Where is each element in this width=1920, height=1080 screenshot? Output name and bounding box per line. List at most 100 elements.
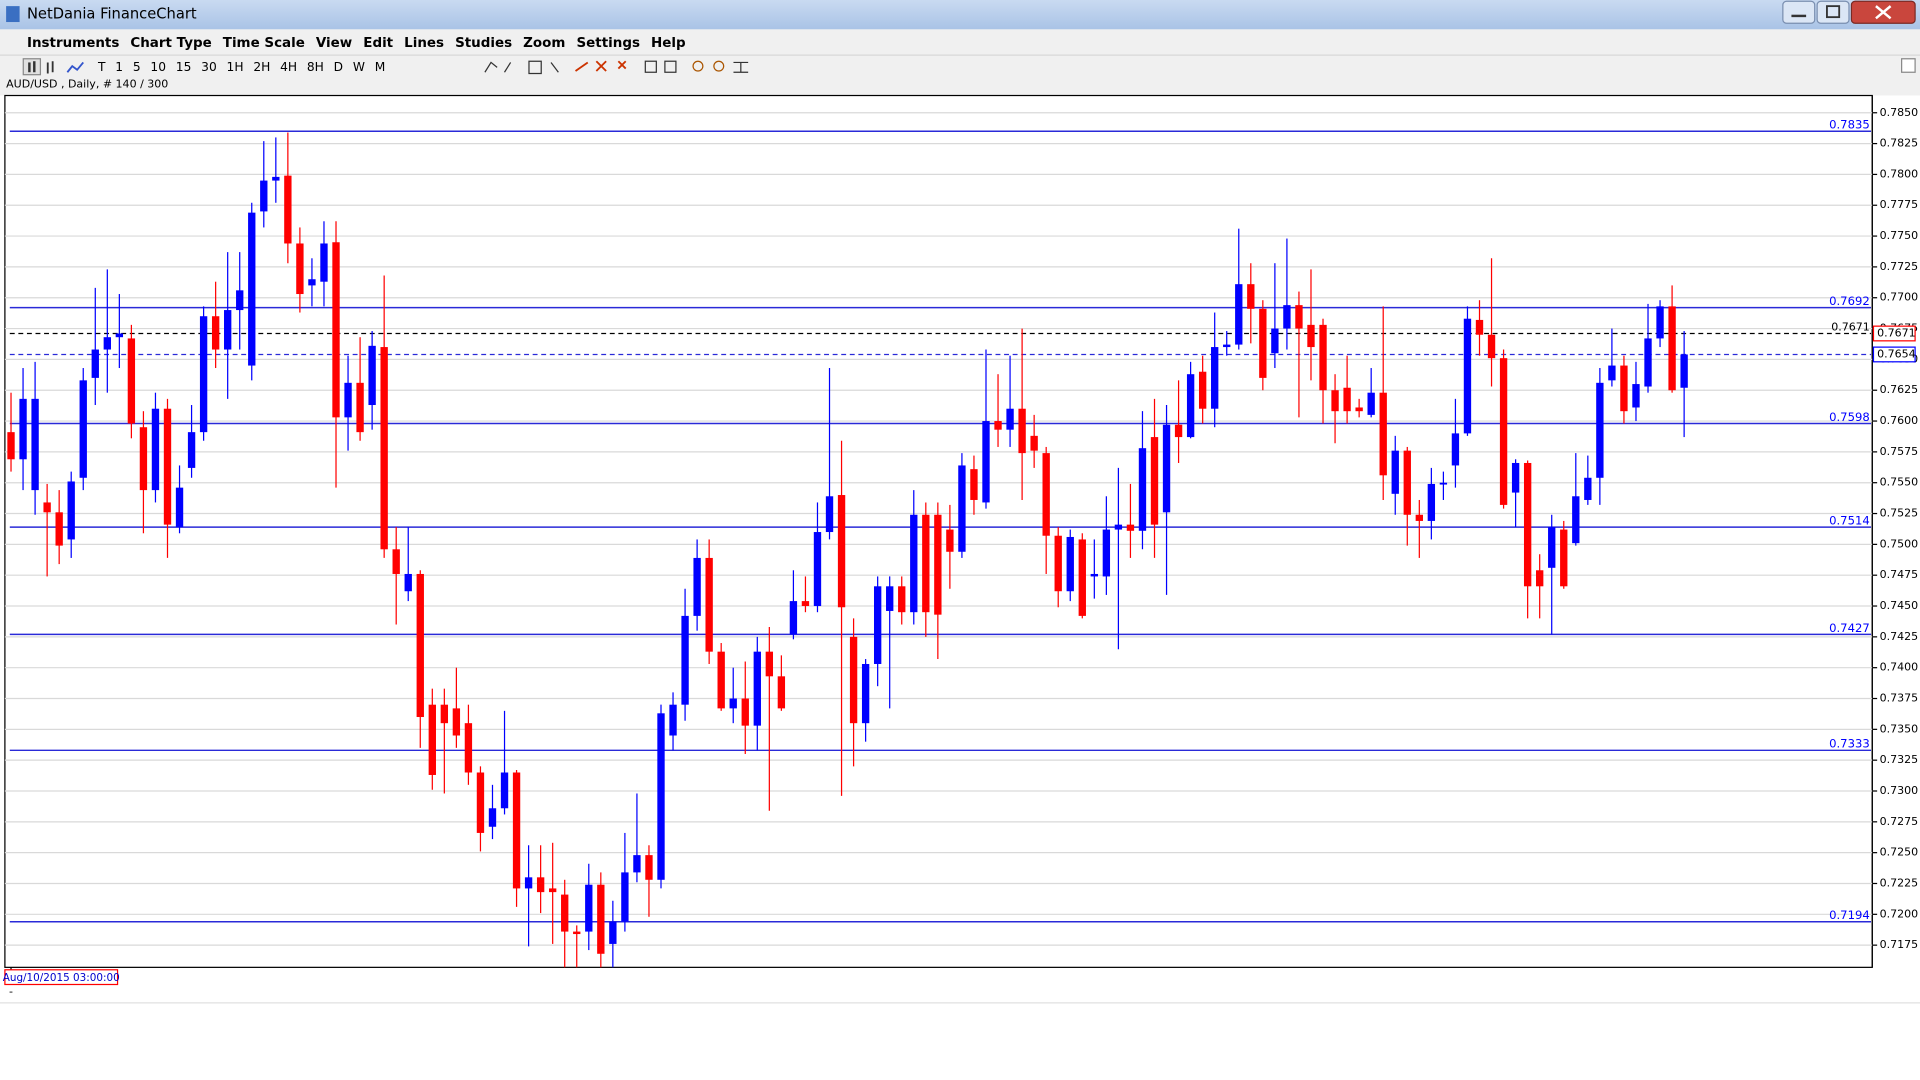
y-tick-label: 0.7700 (1880, 291, 1919, 304)
candle-body (597, 884, 605, 954)
panel-toggle[interactable] (1901, 58, 1916, 73)
candle-body (1126, 524, 1135, 531)
menu-toolbar-area (0, 29, 1920, 96)
candle-body (898, 586, 906, 613)
candle-body (1632, 384, 1640, 408)
fit-button[interactable] (733, 61, 749, 73)
candle-body (1367, 392, 1375, 415)
candle-body (1668, 306, 1676, 391)
candle-body (440, 704, 449, 724)
menu-item[interactable]: Time Scale (223, 36, 305, 51)
timeframe-button[interactable]: 10 (150, 60, 166, 74)
timeframe-button[interactable]: 2H (253, 60, 270, 74)
timeframe-button[interactable]: 30 (201, 60, 217, 74)
candle-body (1042, 453, 1050, 536)
candle-body (741, 698, 749, 726)
menu-item[interactable]: Edit (363, 36, 393, 51)
menu-item[interactable]: View (316, 36, 352, 51)
candle-body (1415, 514, 1423, 521)
candle-type-button[interactable] (22, 58, 42, 76)
candle-body (1078, 539, 1086, 616)
level-label: 0.7598 (1829, 410, 1870, 424)
zoom-out-button[interactable] (713, 60, 725, 72)
y-tick-label: 0.7575 (1880, 445, 1919, 458)
candle-body (958, 465, 966, 552)
candle-body (753, 651, 761, 726)
candle-body (1066, 536, 1074, 592)
y-tick-label: 0.7500 (1880, 537, 1919, 550)
candle-body (1379, 392, 1387, 476)
y-tick-label: 0.7425 (1880, 630, 1919, 643)
price-box-label: 0.7671 (1877, 326, 1916, 339)
timeframe-button[interactable]: T (97, 60, 106, 74)
price-line-label: 0.7671 (1831, 320, 1870, 333)
candle-body (1102, 529, 1111, 577)
close-glyph (1875, 5, 1892, 20)
candle-body (199, 316, 208, 433)
copy-button[interactable] (664, 60, 677, 73)
y-tick-label: 0.7350 (1880, 722, 1919, 735)
menu-item[interactable]: Chart Type (130, 36, 211, 51)
delete-tool[interactable] (617, 60, 627, 70)
candle-body (1403, 450, 1411, 515)
timeframe-button[interactable]: 15 (176, 60, 192, 74)
restore-button[interactable] (1816, 0, 1850, 24)
timeframe-button[interactable]: 5 (133, 60, 141, 74)
bar-type-button[interactable] (46, 61, 54, 74)
y-tick-label: 0.7225 (1880, 876, 1919, 889)
candle-body (500, 772, 509, 809)
y-tick-label: 0.7475 (1880, 568, 1919, 581)
candle-body (1343, 387, 1351, 412)
candle-body (1451, 433, 1460, 466)
candle-body (1548, 527, 1556, 568)
candle-body (284, 175, 292, 244)
candle-body (187, 432, 196, 468)
candle-body (476, 772, 485, 833)
timeframe-button[interactable]: 4H (280, 60, 297, 74)
candle-body (91, 349, 99, 378)
candle-body (1644, 338, 1652, 387)
print-button[interactable] (644, 60, 657, 73)
candle-body (356, 382, 364, 433)
timeframe-button[interactable]: 8H (307, 60, 324, 74)
menu-item[interactable]: Instruments (27, 36, 119, 51)
timeframe-button[interactable]: D (334, 60, 343, 74)
candle-body (1499, 358, 1508, 505)
candle-body (861, 663, 870, 724)
menu-item[interactable]: Settings (576, 36, 640, 51)
y-tick-label: 0.7550 (1880, 476, 1919, 489)
y-tick-label: 0.7775 (1880, 198, 1919, 211)
line-type-button[interactable] (66, 61, 84, 73)
timeframe-button[interactable]: W (353, 60, 365, 74)
candle-body (1620, 365, 1628, 412)
zoom-in-button[interactable] (692, 60, 704, 72)
candle-body (1090, 573, 1098, 577)
candle-body (1198, 371, 1207, 409)
candle-body (344, 382, 352, 418)
draw-tools[interactable] (484, 60, 559, 75)
candle-body (549, 888, 557, 893)
menu-item[interactable]: Help (651, 36, 686, 51)
candle-body (1030, 435, 1038, 451)
timeframe-button[interactable]: 1 (115, 60, 123, 74)
candle-body (536, 877, 545, 893)
chart-info: AUD/USD , Daily, # 140 / 300 (6, 77, 168, 90)
candle-body (488, 808, 497, 827)
y-tick-label: 0.7800 (1880, 167, 1919, 180)
candle-body (765, 651, 774, 677)
timeframe-button[interactable]: 1H (227, 60, 244, 74)
level-label: 0.7514 (1829, 513, 1870, 527)
menu-item[interactable]: Lines (404, 36, 444, 51)
candle-body (404, 573, 412, 592)
level-label: 0.7835 (1829, 118, 1870, 132)
candle-body (332, 242, 340, 418)
candle-body (561, 894, 569, 932)
minimize-button[interactable] (1782, 0, 1816, 24)
y-tick-label: 0.7400 (1880, 661, 1919, 674)
menu-item[interactable]: Studies (455, 36, 512, 51)
candle-body (1680, 354, 1688, 388)
candle-body (1247, 284, 1255, 309)
timeframe-button[interactable]: M (375, 60, 386, 74)
menu-item[interactable]: Zoom (523, 36, 565, 51)
line-tools[interactable] (574, 60, 607, 72)
